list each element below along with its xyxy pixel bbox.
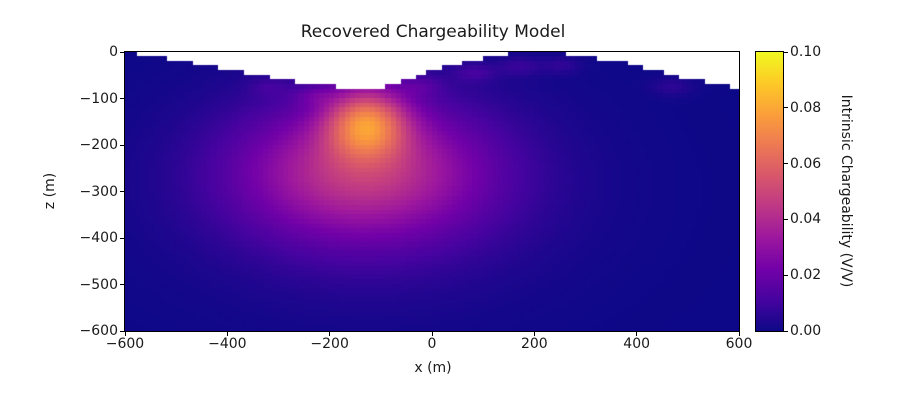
y-tick-label: 0 (109, 44, 118, 60)
x-tick-label: −600 (105, 336, 145, 352)
heatmap-canvas (125, 52, 739, 331)
colorbar-tick-label: 0.04 (790, 211, 822, 228)
colorbar-tick-label: 0.02 (790, 267, 822, 284)
x-tick-label: 0 (427, 336, 437, 352)
colorbar-tick-mark (784, 218, 788, 220)
x-tick-label: −200 (310, 336, 349, 352)
x-tick-mark (738, 332, 740, 336)
x-tick-mark (636, 332, 638, 336)
y-tick-mark (120, 51, 124, 53)
colorbar-tick-mark (784, 107, 788, 109)
x-tick-label: 400 (623, 336, 651, 352)
y-tick-label: −400 (79, 230, 118, 246)
x-tick-mark (431, 332, 433, 336)
colorbar-tick-label: 0.06 (790, 155, 822, 172)
x-tick-label: −400 (208, 336, 247, 352)
y-tick-label: −600 (79, 323, 118, 339)
chart-title: Recovered Chargeability Model (300, 22, 566, 42)
colorbar-tick-mark (784, 274, 788, 276)
x-tick-label: 600 (725, 336, 753, 352)
y-tick-mark (120, 237, 124, 239)
colorbar-tick-mark (784, 163, 788, 165)
colorbar-label: Intrinsic Chargeability (V/V) (838, 94, 854, 288)
y-tick-mark (120, 284, 124, 285)
colorbar (755, 51, 784, 332)
y-tick-label: −100 (79, 90, 118, 107)
x-axis-label: x (m) (414, 360, 452, 376)
y-axis-label: z (m) (42, 172, 58, 210)
x-tick-mark (124, 332, 126, 336)
colorbar-tick-mark (784, 51, 788, 53)
colorbar-gradient (756, 52, 783, 331)
colorbar-tick-mark (784, 330, 788, 332)
x-tick-mark (226, 332, 228, 336)
y-tick-mark (120, 144, 124, 146)
colorbar-tick-label: 0.10 (790, 44, 822, 60)
colorbar-tick-label: 0.00 (790, 323, 822, 339)
plot-area (124, 51, 740, 332)
colorbar-tick-label: 0.08 (790, 99, 822, 116)
y-tick-label: −200 (79, 137, 118, 153)
y-tick-mark (120, 191, 124, 192)
y-tick-label: −300 (79, 183, 118, 200)
x-tick-mark (533, 332, 535, 336)
y-tick-mark (120, 98, 124, 99)
y-tick-label: −500 (79, 276, 118, 293)
x-tick-mark (329, 332, 331, 336)
x-tick-label: 200 (520, 336, 548, 352)
y-tick-mark (120, 330, 124, 332)
